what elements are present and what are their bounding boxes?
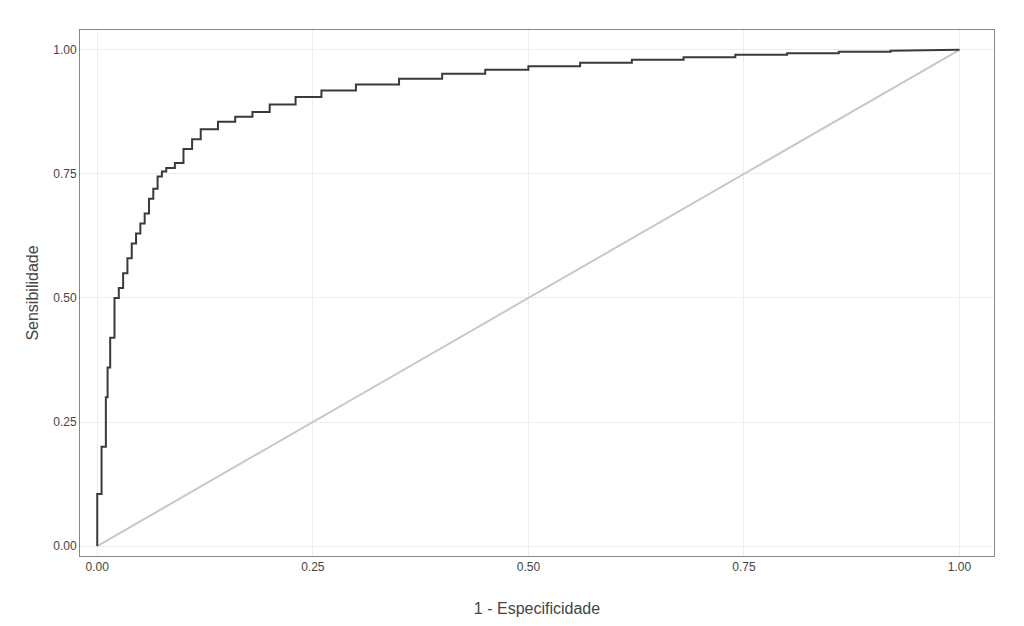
svg-text:0.75: 0.75 [53, 167, 77, 181]
svg-text:0.25: 0.25 [53, 415, 77, 429]
svg-text:0.25: 0.25 [301, 560, 325, 574]
svg-text:Sensibilidade: Sensibilidade [24, 245, 41, 340]
svg-text:0.50: 0.50 [517, 560, 541, 574]
svg-text:0.75: 0.75 [732, 560, 756, 574]
svg-text:0.00: 0.00 [86, 560, 110, 574]
svg-text:0.50: 0.50 [53, 291, 77, 305]
svg-text:1.00: 1.00 [53, 43, 77, 57]
svg-text:1 - Especificidade: 1 - Especificidade [474, 600, 600, 617]
svg-text:1.00: 1.00 [948, 560, 972, 574]
svg-text:0.00: 0.00 [53, 539, 77, 553]
